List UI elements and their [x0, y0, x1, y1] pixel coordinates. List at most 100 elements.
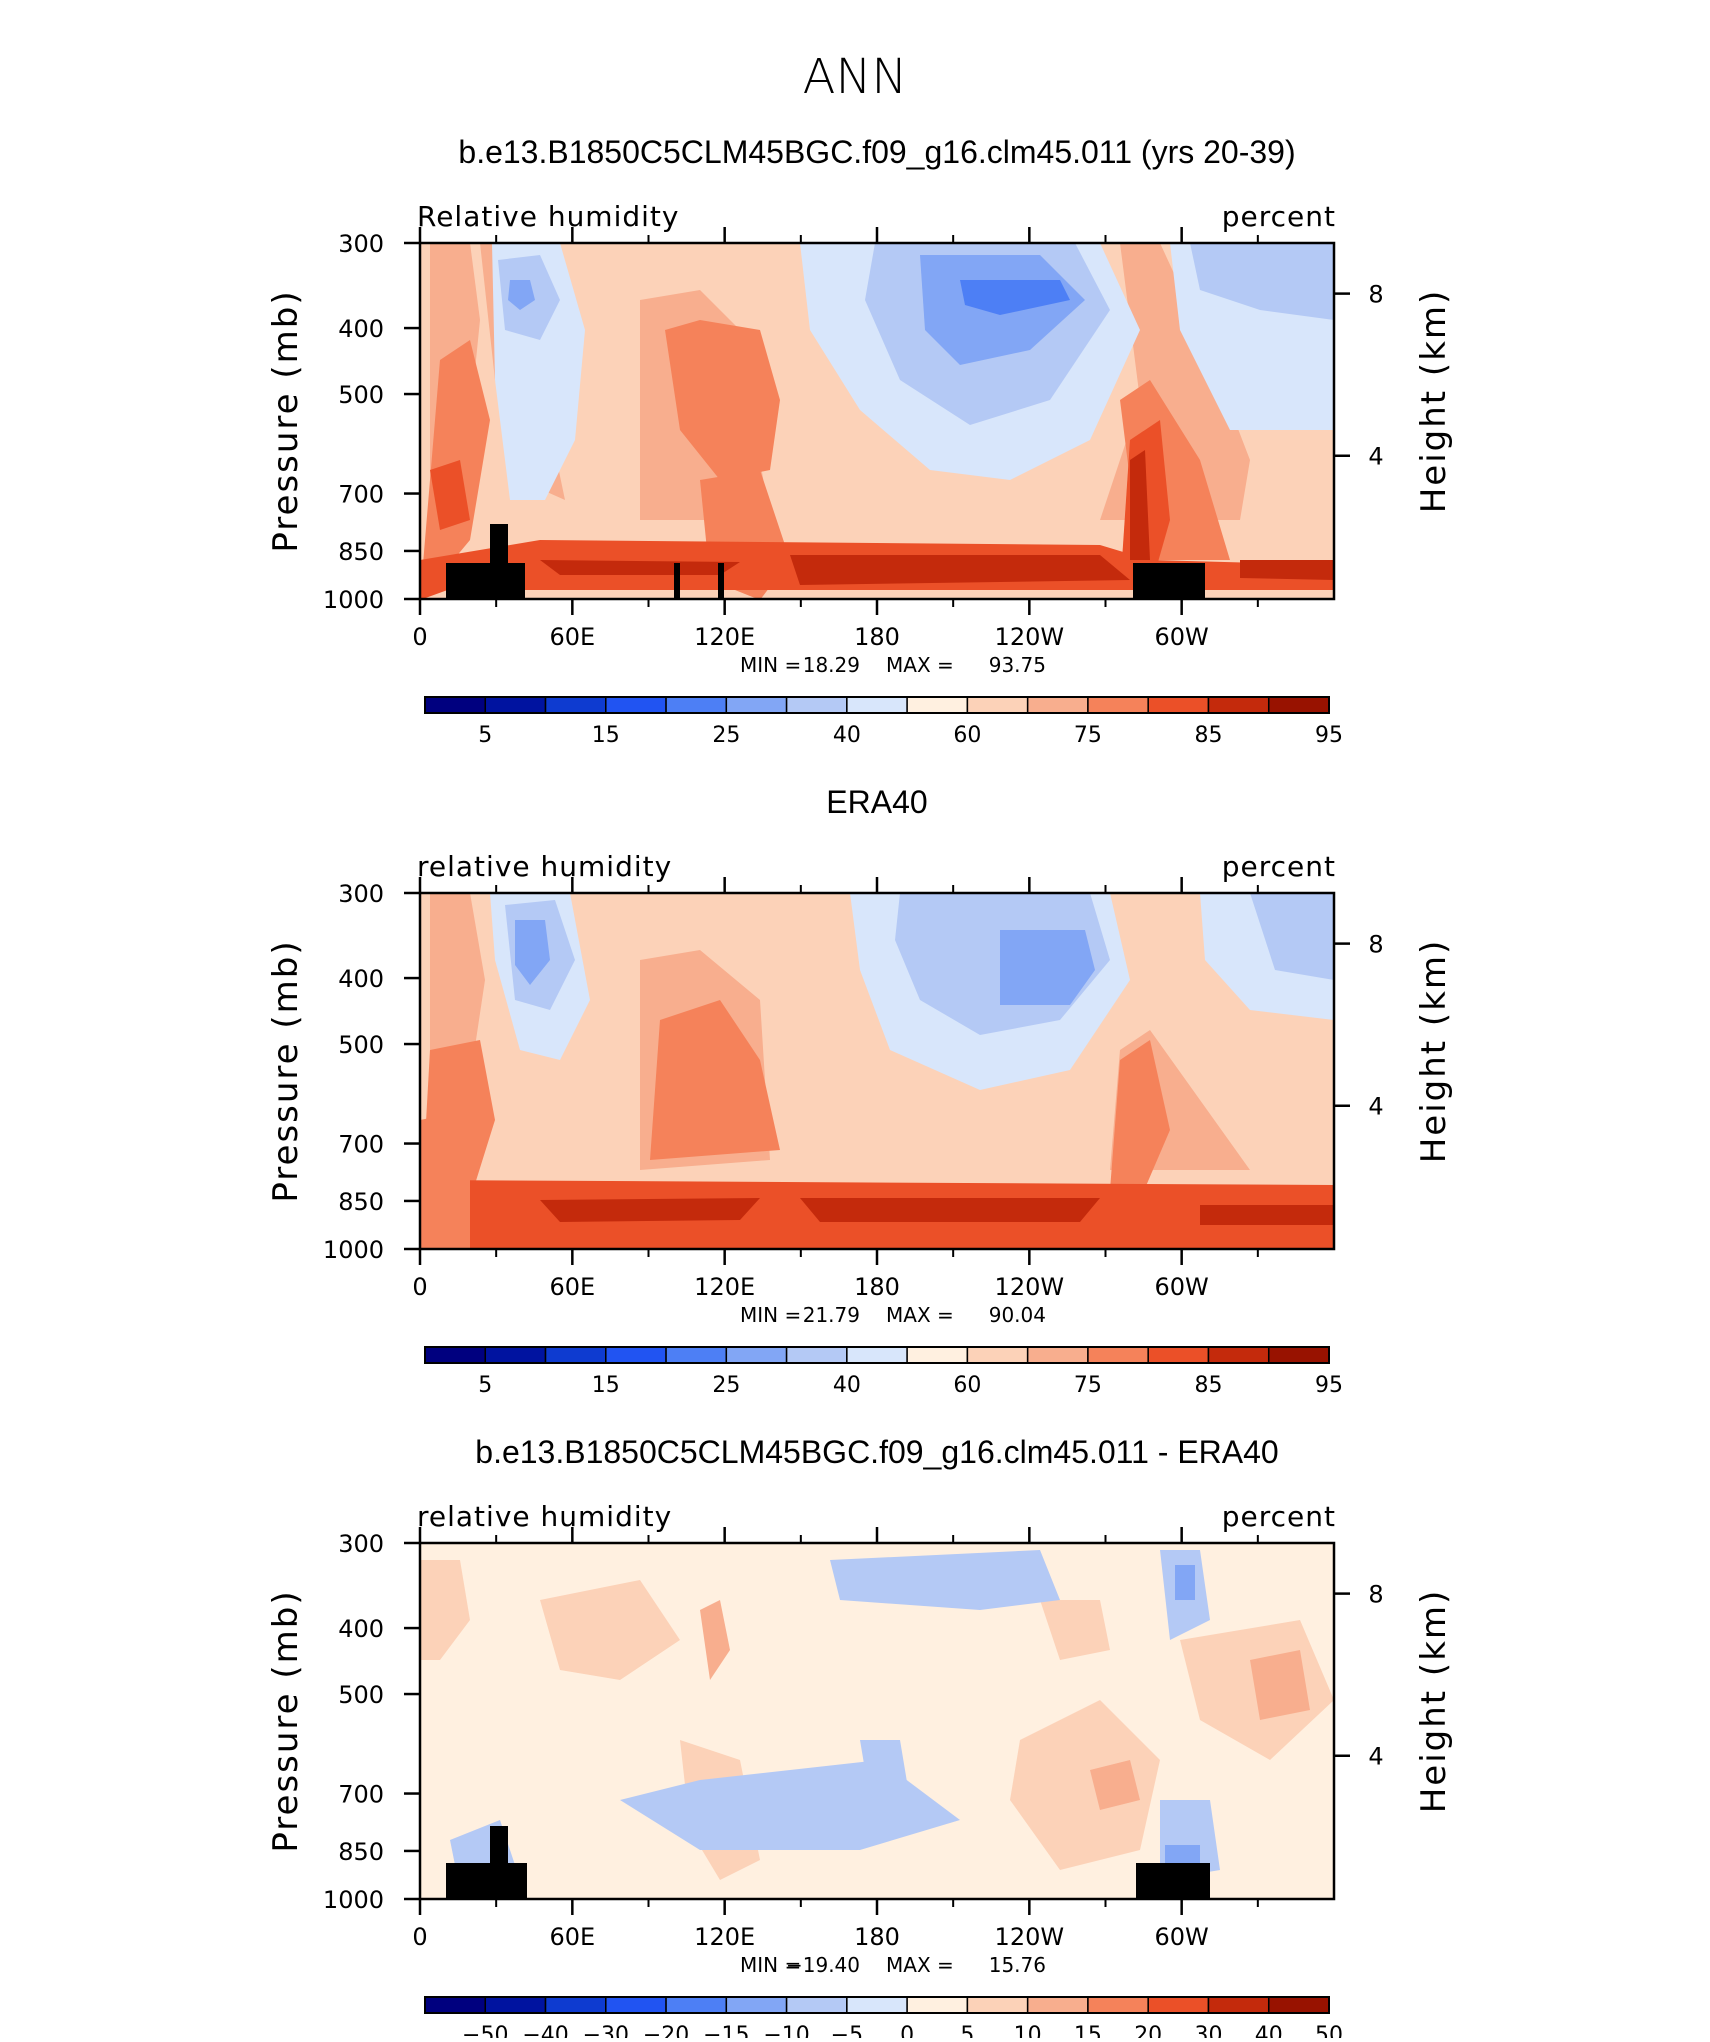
colorbar-label: 15: [1074, 2023, 1102, 2038]
y-right-tick-label: 4: [1368, 443, 1383, 471]
colorbar-label: 75: [1074, 723, 1102, 748]
x-tick-label: 0: [412, 623, 427, 651]
colorbar-swatch: [725, 1346, 788, 1364]
y-tick-label: 1000: [323, 1886, 384, 1914]
contour-region: [1250, 893, 1334, 980]
colorbar-swatch: [1267, 1346, 1330, 1364]
variable-label: Relative humidity: [417, 200, 679, 233]
y-right-axis-title: Height (km): [1414, 1589, 1454, 1814]
x-tick-label: 120E: [694, 1273, 755, 1301]
contour-region: [960, 280, 1070, 315]
colorbar-swatch: [1147, 696, 1210, 714]
max-label: MAX =: [886, 1953, 954, 1977]
colorbar-swatch: [1267, 1996, 1330, 2014]
colorbar-swatch: [605, 696, 667, 714]
colorbar-label: 40: [1255, 2023, 1283, 2038]
colorbar-swatch: [544, 696, 607, 714]
x-tick-label: 60E: [549, 623, 595, 651]
contour-region: [1250, 1650, 1310, 1720]
y-tick-label: 1000: [323, 1236, 384, 1264]
colorbar-label: −5: [831, 2023, 863, 2038]
colorbar-swatch: [484, 696, 547, 714]
colorbar-label: 75: [1074, 1373, 1102, 1398]
topography-mask: [446, 524, 525, 599]
contour-region: [860, 1740, 910, 1800]
colorbar-label: −20: [643, 2023, 689, 2038]
y-tick-label: 400: [338, 1615, 384, 1643]
x-tick-label: 120W: [995, 1273, 1065, 1301]
colorbar-swatch: [846, 1346, 908, 1364]
colorbar-swatch: [1147, 1346, 1210, 1364]
y-tick-label: 500: [338, 381, 384, 409]
x-tick-label: 0: [412, 1273, 427, 1301]
contour-region: [1175, 1565, 1195, 1600]
contour-region: [515, 920, 550, 985]
min-label: MIN =: [740, 1303, 801, 1327]
x-tick-label: 120W: [995, 623, 1065, 651]
contour-region: [540, 1580, 680, 1680]
contour-region: [430, 460, 470, 530]
contour-field: [420, 243, 1334, 599]
colorbar-swatch: [1207, 696, 1270, 714]
panel-1: b.e13.B1850C5CLM45BGC.f09_g16.clm45.011 …: [266, 134, 1454, 748]
colorbar: 5 15 25 40 60 75 85 95: [424, 696, 1343, 748]
colorbar-label: 40: [833, 723, 861, 748]
colorbar-swatch: [906, 1996, 969, 2014]
y-tick-label: 500: [338, 1031, 384, 1059]
contour-region: [1200, 1205, 1334, 1225]
colorbar-swatch: [605, 1346, 667, 1364]
min-label: MIN =: [740, 1953, 801, 1977]
y-tick-label: 700: [338, 1781, 384, 1809]
colorbar-swatch: [1207, 1346, 1270, 1364]
contour-region: [790, 555, 1130, 585]
contour-field: [420, 1543, 1334, 1899]
contour-region: [650, 1000, 780, 1160]
x-tick-label: 180: [854, 1273, 900, 1301]
contour-region: [1040, 1600, 1110, 1660]
y-right-tick-label: 8: [1368, 931, 1383, 959]
colorbar-label: −10: [763, 2023, 809, 2038]
min-value: 21.79: [803, 1303, 860, 1327]
colorbar-label: 5: [478, 723, 492, 748]
colorbar-swatch: [1026, 1996, 1089, 2014]
main-title: ANN: [803, 49, 908, 105]
colorbar-label: −30: [583, 2023, 629, 2038]
colorbar: 5 15 25 40 60 75 85 95: [424, 1346, 1343, 1398]
x-tick-label: 0: [412, 1923, 427, 1951]
contour-region: [420, 1560, 470, 1660]
colorbar-swatch: [544, 1996, 607, 2014]
colorbar-label: 15: [592, 1373, 620, 1398]
colorbar-swatch: [1267, 696, 1330, 714]
colorbar: −50 −40 −30 −20 −15 −10 −5 0 5 10 15 20 30 40 50: [424, 1996, 1343, 2042]
y-right-tick-label: 8: [1368, 281, 1383, 309]
contour-region: [1190, 243, 1334, 320]
colorbar-swatch: [785, 696, 848, 714]
colorbar-label: 50: [1315, 2023, 1343, 2038]
colorbar-swatch: [605, 1996, 667, 2014]
colorbar-swatch: [484, 1346, 547, 1364]
contour-region: [508, 280, 535, 310]
colorbar-swatch: [665, 1996, 728, 2014]
panel-2: ERA40 relative humidity percent 0 60E 120E 180…: [266, 784, 1454, 1398]
contour-region: [1110, 1040, 1170, 1200]
y-tick-label: 300: [338, 230, 384, 258]
units-label: percent: [1222, 200, 1336, 233]
x-tick-label: 180: [854, 623, 900, 651]
colorbar-swatch: [424, 696, 487, 714]
topography-mask: [674, 563, 680, 599]
colorbar-swatch: [484, 1996, 547, 2014]
colorbar-swatch: [1207, 1996, 1270, 2014]
colorbar-swatch: [1087, 1996, 1149, 2014]
y-tick-label: 300: [338, 1530, 384, 1558]
min-value: −19.40: [786, 1953, 860, 1977]
y-axis-title: Pressure (mb): [266, 939, 306, 1202]
colorbar-label: 30: [1194, 2023, 1222, 2038]
colorbar-frame: [424, 1346, 1330, 1364]
colorbar-swatch: [725, 1996, 788, 2014]
colorbar-swatch: [1147, 1996, 1210, 2014]
x-tick-label: 120W: [995, 1923, 1065, 1951]
max-value: 93.75: [989, 653, 1046, 677]
colorbar-label: −40: [522, 2023, 568, 2038]
colorbar-label: 85: [1194, 723, 1222, 748]
